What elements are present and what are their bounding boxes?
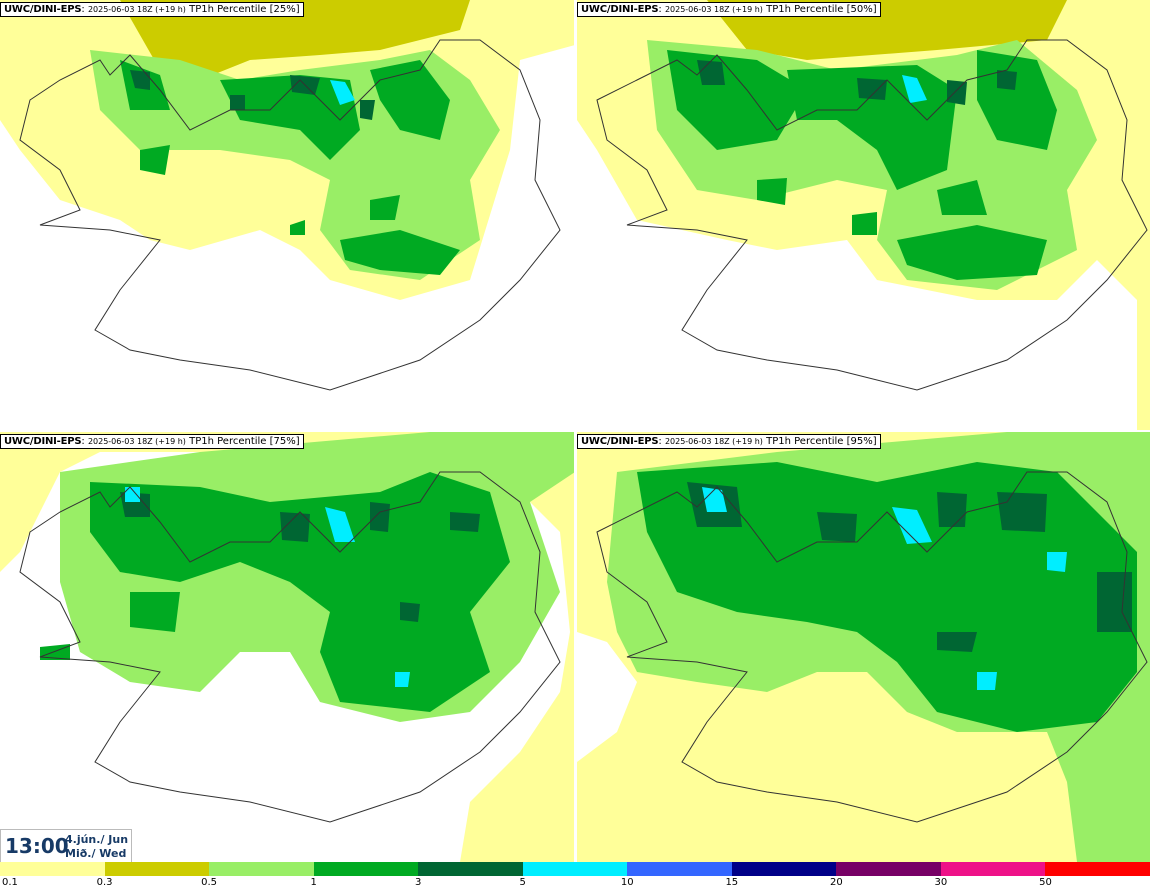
colorbar-swatch: [209, 862, 315, 876]
colorbar-swatch: [836, 862, 942, 876]
colorbar-label: 0.3: [96, 877, 113, 888]
precip-band-5: [125, 487, 410, 687]
precip-band-1: [40, 472, 510, 712]
precip-colorbar: 0.1 0.3 0.5 1 3 5 10 15 20 30 50: [0, 862, 1150, 891]
precip-band-5: [330, 80, 355, 105]
map-panel-p75: UWC/DINI-EPS: 2025-06-03 18Z (+19 h) TP1…: [0, 432, 575, 862]
panel-title: UWC/DINI-EPS: 2025-06-03 18Z (+19 h) TP1…: [0, 2, 304, 17]
precip-band-0.3: [120, 0, 470, 80]
colorbar-label: 0.1: [2, 877, 18, 888]
colorbar-swatch: [313, 862, 420, 876]
colorbar-label: 15: [725, 877, 739, 888]
map-panel-p25: UWC/DINI-EPS: 2025-06-03 18Z (+19 h) TP1…: [0, 0, 575, 430]
precip-band-3: [697, 60, 1017, 105]
valid-date-line2: Mið./ Wed: [65, 847, 127, 860]
colorbar-swatch: [522, 862, 629, 876]
map-panel-p95: UWC/DINI-EPS: 2025-06-03 18Z (+19 h) TP1…: [577, 432, 1150, 862]
colorbar-swatch: [1045, 862, 1150, 876]
colorbar-swatch: [940, 862, 1047, 876]
colorbar-label: 20: [829, 877, 843, 888]
colorbar-swatch: [418, 862, 524, 876]
colorbar-label: 0.5: [201, 877, 218, 888]
coastline: [596, 39, 1148, 391]
coastline: [19, 39, 561, 391]
precip-map-p75: [0, 432, 575, 862]
precip-band-1: [667, 50, 1057, 280]
colorbar-label: 30: [934, 877, 948, 888]
precip-band-5: [902, 75, 927, 103]
precip-band-3: [687, 482, 1132, 652]
valid-date-line1: 4.jún./ Jun: [65, 833, 129, 846]
coastline: [19, 471, 561, 823]
precip-map-p50: [577, 0, 1150, 430]
coastline: [596, 471, 1148, 823]
colorbar-label: 10: [620, 877, 634, 888]
valid-time-box: 13:00 4.jún./ Jun Mið./ Wed: [0, 829, 132, 863]
colorbar-label: 5: [519, 877, 526, 888]
panel-title: UWC/DINI-EPS: 2025-06-03 18Z (+19 h) TP1…: [577, 2, 881, 17]
precip-map-p95: [577, 432, 1150, 862]
precip-band-3: [120, 492, 480, 622]
colorbar-label: 50: [1039, 877, 1052, 888]
colorbar-label: 3: [414, 877, 422, 888]
colorbar-swatch: [104, 862, 211, 876]
precip-map-p25: [0, 0, 575, 391]
precip-band-1: [120, 60, 460, 275]
colorbar-swatch: [731, 862, 838, 876]
colorbar-swatch: [0, 862, 106, 876]
colorbar-swatch: [627, 862, 733, 876]
panel-divider-horizontal: [0, 430, 1150, 432]
map-panel-p50: UWC/DINI-EPS: 2025-06-03 18Z (+19 h) TP1…: [577, 0, 1150, 430]
valid-time: 13:00: [5, 834, 69, 858]
panel-title: UWC/DINI-EPS: 2025-06-03 18Z (+19 h) TP1…: [577, 434, 881, 449]
panel-title: UWC/DINI-EPS: 2025-06-03 18Z (+19 h) TP1…: [0, 434, 304, 449]
precip-band-3: [130, 70, 375, 120]
colorbar-label: 1: [310, 877, 317, 888]
